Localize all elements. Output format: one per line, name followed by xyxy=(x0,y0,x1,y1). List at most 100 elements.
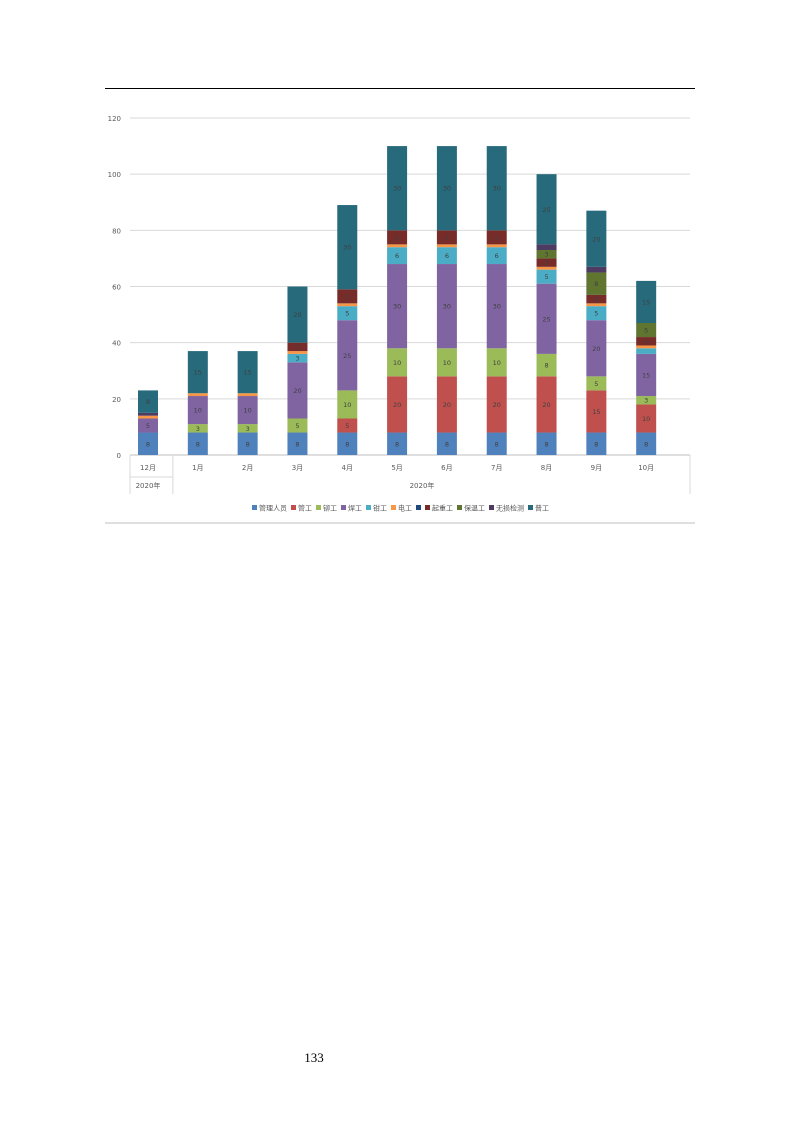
bar-segment xyxy=(536,266,557,270)
bar-segment xyxy=(586,210,607,267)
data-label: 30 xyxy=(343,244,351,252)
legend-label: 管工 xyxy=(298,504,312,513)
data-label: 8 xyxy=(644,440,648,448)
bar-segment xyxy=(387,376,408,433)
data-label: 30 xyxy=(443,185,451,193)
bar-segment xyxy=(486,348,507,377)
legend-swatch xyxy=(252,505,257,510)
data-label: 30 xyxy=(493,303,501,311)
data-label: 30 xyxy=(493,185,501,193)
x-tick-label: 5月 xyxy=(391,464,402,472)
bar-segment xyxy=(138,390,158,413)
bar-segment xyxy=(237,396,258,425)
data-label: 20 xyxy=(443,401,451,409)
data-label: 3 xyxy=(295,355,299,363)
legend-swatch xyxy=(416,505,421,510)
legend-swatch xyxy=(425,505,430,510)
y-tick-label: 80 xyxy=(112,227,121,235)
legend-swatch xyxy=(391,505,396,510)
bar-segment xyxy=(536,432,557,455)
data-label: 3 xyxy=(644,338,648,346)
data-label: 5 xyxy=(445,234,449,242)
x-tick-label: 4月 xyxy=(342,464,353,472)
legend-label: 钳工 xyxy=(373,504,387,513)
data-label: 25 xyxy=(542,206,550,214)
data-label: 20 xyxy=(293,387,301,395)
bar-segment xyxy=(337,289,358,304)
legend-swatch xyxy=(366,505,371,510)
bar-segment xyxy=(187,432,208,455)
data-label: 8 xyxy=(544,440,548,448)
bar-segment xyxy=(636,404,657,433)
bar-segment xyxy=(387,230,408,245)
data-label: 8 xyxy=(395,440,399,448)
x-tick-label: 10月 xyxy=(638,464,654,472)
bar-segment xyxy=(536,283,557,354)
bar-segment xyxy=(586,294,607,304)
data-label: 8 xyxy=(594,280,598,288)
data-label: 8 xyxy=(295,440,299,448)
bar-segment xyxy=(337,320,358,391)
bar-segment xyxy=(287,342,308,352)
x-tick-label: 7月 xyxy=(491,464,502,472)
bar-segment xyxy=(486,146,507,231)
bar-segment xyxy=(287,351,308,354)
legend-label: 起重工 xyxy=(432,505,453,513)
page-number: 133 xyxy=(304,1050,324,1065)
data-label: 10 xyxy=(443,359,451,367)
y-tick-label: 120 xyxy=(108,115,121,123)
data-label: 8 xyxy=(196,440,200,448)
data-label: 20 xyxy=(592,345,600,353)
legend-label: 电工 xyxy=(398,504,412,513)
data-label: 5 xyxy=(345,422,349,430)
bar-segment xyxy=(138,432,158,455)
bar-segment xyxy=(486,264,507,349)
data-label: 5 xyxy=(594,380,598,388)
bar-segment xyxy=(636,345,657,349)
bar-segment xyxy=(287,432,308,455)
bar-segment xyxy=(138,412,158,416)
data-label: 8 xyxy=(246,440,250,448)
bar-segment xyxy=(486,432,507,455)
data-label: 3 xyxy=(644,397,648,405)
data-label: 20 xyxy=(393,401,401,409)
data-label: 5 xyxy=(345,293,349,301)
bar-segment xyxy=(387,432,408,455)
data-label: 3 xyxy=(594,296,598,304)
bar-segment xyxy=(536,376,557,433)
bar-segment xyxy=(237,393,258,397)
bar-segment xyxy=(636,396,657,405)
data-label: 8 xyxy=(146,440,150,448)
data-label: 8 xyxy=(445,440,449,448)
bar-segment xyxy=(187,351,208,394)
data-label: 8 xyxy=(146,398,150,406)
bar-segment xyxy=(436,348,457,377)
legend-swatch xyxy=(457,505,462,510)
bar-segment xyxy=(586,306,607,321)
data-label: 6 xyxy=(495,252,499,260)
bar-segment xyxy=(436,247,457,265)
legend-label: 焊工 xyxy=(348,504,362,513)
bar-segment xyxy=(636,280,657,324)
data-label: 8 xyxy=(345,440,349,448)
bar-segment xyxy=(636,353,657,397)
data-label: 3 xyxy=(196,425,200,433)
data-label: 5 xyxy=(594,310,598,318)
data-label: 3 xyxy=(246,425,250,433)
bar-segment xyxy=(287,353,308,363)
legend-label: 普工 xyxy=(535,504,549,513)
data-label: 10 xyxy=(642,415,650,423)
bar-segment xyxy=(586,320,607,377)
data-label: 5 xyxy=(544,273,548,281)
data-label: 3 xyxy=(295,343,299,351)
data-label: 3 xyxy=(544,251,548,259)
legend-label: 铆工 xyxy=(323,504,337,513)
legend-swatch xyxy=(291,505,296,510)
bar-segment xyxy=(337,390,358,419)
data-label: 5 xyxy=(345,310,349,318)
data-label: 10 xyxy=(194,407,202,415)
bar-segment xyxy=(337,306,358,321)
bar-segment xyxy=(586,303,607,307)
bar-segment xyxy=(486,244,507,248)
x-tick-label: 2月 xyxy=(242,464,253,472)
